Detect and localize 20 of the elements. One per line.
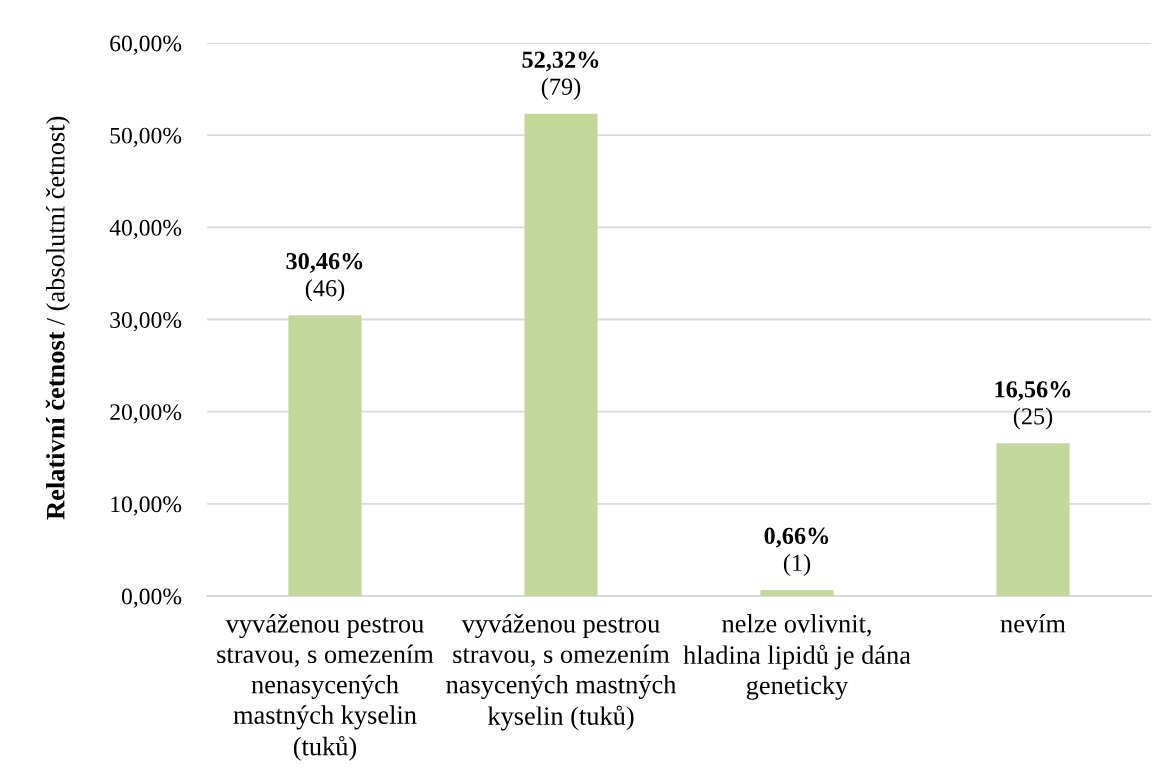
y-tick-label: 20,00%	[110, 404, 182, 424]
y-tick-label: 10,00%	[111, 496, 182, 516]
bar	[996, 443, 1070, 596]
x-tick-label: nelze ovlivnit, hladina lipidů je dána geneticky	[683, 614, 911, 700]
y-tick-label: 60,00%	[110, 35, 182, 55]
data-label: 30,46% (46)	[286, 252, 363, 302]
y-tick-label: 30,00%	[110, 311, 182, 332]
data-label: 0,66% (1)	[764, 527, 829, 577]
x-tick-label: vyváženou pestrou stravou, s omezením nenasycených mastných kyselin (tuků)	[217, 614, 434, 761]
bar	[524, 113, 598, 596]
bar	[288, 315, 362, 596]
y-tick-label: 40,00%	[109, 219, 182, 240]
bar	[760, 589, 834, 596]
y-tick-label: 0,00%	[121, 588, 182, 608]
data-label: 52,32% (79)	[522, 51, 599, 100]
y-tick-label: 50,00%	[110, 127, 182, 147]
y-axis-title: Relativní četnost / (absolutní četnost)	[45, 116, 70, 520]
data-label: 16,56% (25)	[995, 381, 1071, 430]
x-tick-label: vyváženou pestrou stravou, s omezením nasycených mastných kyselin (tuků)	[446, 614, 677, 731]
x-tick-label: nevím	[1000, 614, 1066, 633]
